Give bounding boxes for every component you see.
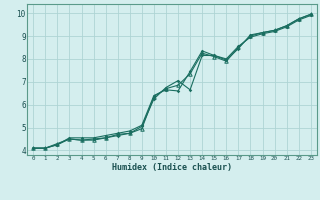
X-axis label: Humidex (Indice chaleur): Humidex (Indice chaleur)	[112, 163, 232, 172]
